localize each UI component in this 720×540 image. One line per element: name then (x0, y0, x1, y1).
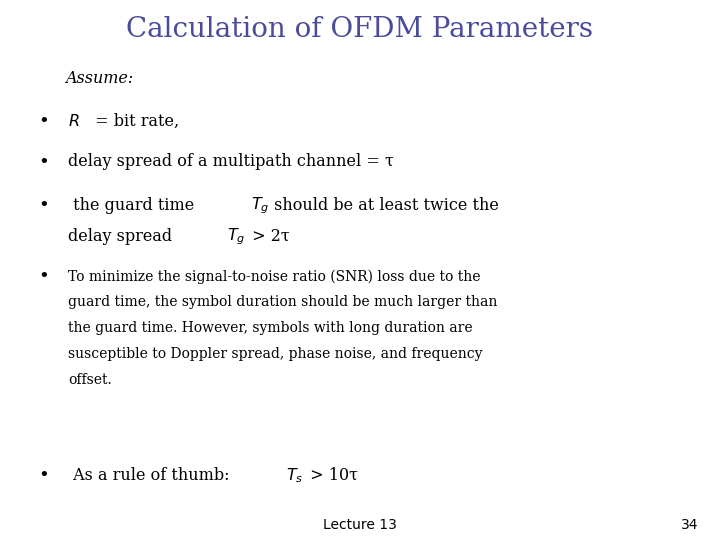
Text: Calculation of OFDM Parameters: Calculation of OFDM Parameters (127, 16, 593, 43)
Text: offset.: offset. (68, 373, 112, 387)
Text: As a rule of thumb:: As a rule of thumb: (68, 467, 240, 484)
Text: $T_g$: $T_g$ (227, 226, 246, 247)
Text: •: • (38, 466, 48, 484)
Text: $T_g$: $T_g$ (251, 195, 269, 215)
Text: •: • (38, 196, 48, 214)
Text: guard time, the symbol duration should be much larger than: guard time, the symbol duration should b… (68, 295, 498, 309)
Text: susceptible to Doppler spread, phase noise, and frequency: susceptible to Doppler spread, phase noi… (68, 347, 483, 361)
Text: $R$: $R$ (68, 113, 80, 130)
Text: •: • (38, 112, 48, 131)
Text: delay spread: delay spread (68, 228, 188, 245)
Text: $T_s$: $T_s$ (286, 466, 303, 484)
Text: •: • (38, 267, 48, 286)
Text: > 2τ: > 2τ (247, 228, 289, 245)
Text: the guard time. However, symbols with long duration are: the guard time. However, symbols with lo… (68, 321, 473, 335)
Text: To minimize the signal-to-noise ratio (SNR) loss due to the: To minimize the signal-to-noise ratio (S… (68, 269, 481, 284)
Text: the guard time: the guard time (68, 197, 199, 214)
Text: •: • (38, 153, 48, 171)
Text: 34: 34 (681, 518, 698, 532)
Text: Lecture 13: Lecture 13 (323, 518, 397, 532)
Text: should be at least twice the: should be at least twice the (269, 197, 498, 214)
Text: Assume:: Assume: (65, 70, 133, 87)
Text: delay spread of a multipath channel = τ: delay spread of a multipath channel = τ (68, 153, 395, 171)
Text: = bit rate,: = bit rate, (90, 113, 179, 130)
Text: > 10τ: > 10τ (305, 467, 358, 484)
